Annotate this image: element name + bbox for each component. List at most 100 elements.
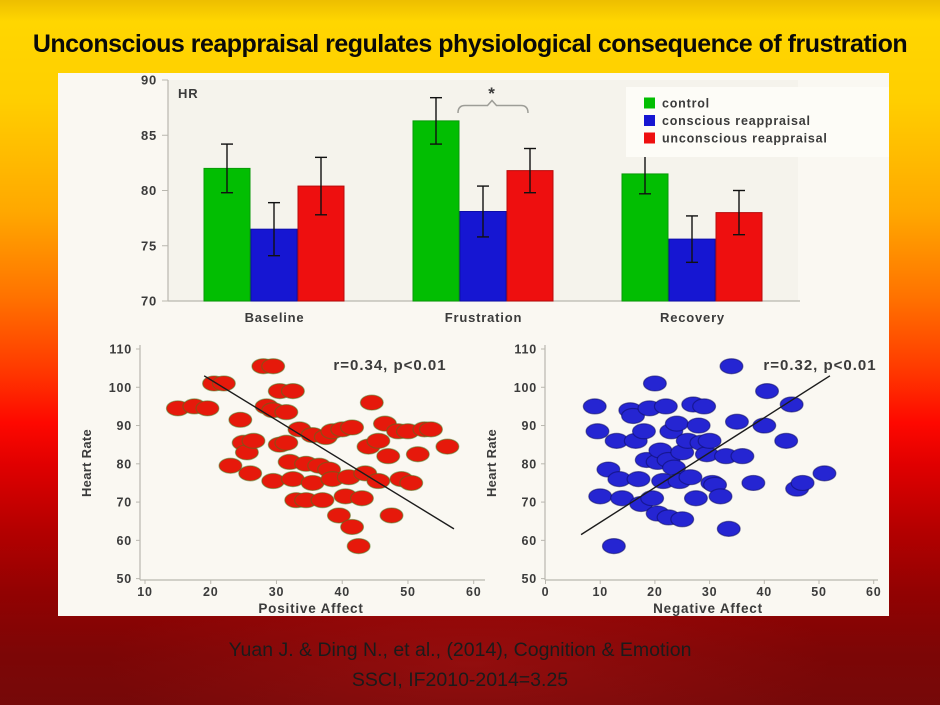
citation-line-2: SSCI, IF2010-2014=3.25 <box>351 669 569 691</box>
bar-control <box>412 120 460 302</box>
x-axis-title: Negative Affect <box>653 601 763 616</box>
scatter-point <box>340 518 365 536</box>
bar-chart: 90 85 80 75 70 HR * Baseline Frustration Recovery… <box>141 73 889 325</box>
scatter-point <box>340 419 365 436</box>
scatter-point <box>366 432 391 449</box>
scatter-point <box>310 492 335 509</box>
scatter-point <box>642 375 667 392</box>
category-label: Recovery <box>660 310 725 325</box>
x-tick-label: 40 <box>757 585 773 599</box>
scatter-point <box>405 446 430 463</box>
y-tick-label: 90 <box>141 73 157 88</box>
scatter-point <box>626 471 651 488</box>
scatter-point <box>218 457 243 474</box>
scatter-point <box>228 411 253 428</box>
scatter-point <box>588 488 613 505</box>
scatter-point <box>755 382 780 400</box>
x-tick-label: 20 <box>647 585 663 599</box>
legend-box <box>626 87 889 157</box>
scatter-point <box>752 417 777 434</box>
trend-line <box>203 375 455 530</box>
scatter-positive-affect: 50 60 70 80 90 100 110 10 20 30 40 50 60 Heart Rate Po… <box>79 343 485 616</box>
y-tick-label: 110 <box>109 343 132 357</box>
scatter-negative-affect: 50 60 70 80 90 100 110 0 10 20 30 40 50 60 Heart Rate N… <box>484 343 881 617</box>
category-label: Baseline <box>245 310 305 325</box>
scatter-point <box>683 490 708 507</box>
significance-bracket <box>457 99 529 114</box>
legend-swatch <box>644 115 655 126</box>
scatter-point <box>366 472 391 490</box>
legend-label: conscious reappraisal <box>662 114 811 128</box>
x-tick-label: 30 <box>702 585 718 599</box>
scatter-point <box>716 520 741 537</box>
x-tick-label: 10 <box>137 585 153 599</box>
correlation-annotation: r=0.32, p<0.01 <box>763 357 876 374</box>
y-tick-label: 85 <box>141 128 157 143</box>
scatter-point <box>399 474 424 492</box>
scatter-point <box>730 448 755 465</box>
scatter-point <box>280 382 305 400</box>
scatter-point <box>418 421 443 438</box>
x-tick-label: 60 <box>466 585 482 599</box>
y-tick-label: 100 <box>514 381 537 395</box>
scatter-point <box>621 407 646 425</box>
scatter-point <box>261 472 286 490</box>
citation-block: Yuan J. & Ding N., et al., (2014), Cogni… <box>0 639 930 699</box>
x-tick-label: 60 <box>866 585 882 599</box>
legend-swatch <box>644 97 655 109</box>
y-tick-label: 110 <box>514 343 537 357</box>
scatter-point <box>692 398 717 415</box>
scatter-point <box>435 438 460 455</box>
y-tick-label: 50 <box>521 572 537 586</box>
y-tick-label: 100 <box>109 381 132 395</box>
y-tick-label: 50 <box>116 572 132 586</box>
scatter-point <box>238 465 263 482</box>
hr-axis-title: HR <box>178 86 198 101</box>
scatter-point <box>359 394 384 411</box>
trend-line <box>580 375 831 536</box>
scatter-point <box>582 398 607 415</box>
scatter-point <box>376 448 401 465</box>
scatter-point <box>274 434 299 451</box>
scatter-point <box>708 488 733 505</box>
legend-swatch <box>644 132 655 144</box>
scatter-point <box>585 423 610 440</box>
scatter-point <box>678 469 703 486</box>
significance-star: * <box>488 84 495 103</box>
scatter-point <box>326 507 351 524</box>
legend-label: unconscious reappraisal <box>662 132 828 146</box>
y-tick-label: 70 <box>141 294 157 309</box>
scatter-point <box>697 432 722 449</box>
legend-label: control <box>662 97 710 111</box>
scatter-point <box>686 417 711 434</box>
x-tick-label: 50 <box>400 585 416 599</box>
scatter-point <box>631 423 656 440</box>
bar-conscious-reappraisal <box>250 228 298 302</box>
x-tick-label: 40 <box>334 585 350 599</box>
scatter-point <box>779 396 804 413</box>
x-tick-label: 10 <box>592 585 608 599</box>
scatter-point <box>640 490 665 507</box>
scatter-point <box>774 432 799 449</box>
y-tick-label: 80 <box>521 457 537 471</box>
y-axis-title: Heart Rate <box>484 429 499 497</box>
scatter-point <box>195 400 220 417</box>
x-tick-label: 30 <box>269 585 285 599</box>
citation-line-1: Yuan J. & Ding N., et al., (2014), Cogni… <box>228 639 692 661</box>
y-tick-label: 90 <box>521 419 537 433</box>
scatter-point <box>741 474 766 492</box>
scatter-point <box>664 415 689 432</box>
y-axis-title: Heart Rate <box>79 429 94 497</box>
x-tick-label: 0 <box>542 585 550 599</box>
scatter-point <box>211 375 236 392</box>
x-axis-title: Positive Affect <box>258 601 363 616</box>
scatter-point <box>670 511 695 528</box>
scatter-point <box>261 358 286 375</box>
x-tick-label: 50 <box>811 585 827 599</box>
slide-title: Unconscious reappraisal regulates physio… <box>32 30 908 58</box>
category-label: Frustration <box>445 310 522 325</box>
scatter-point <box>241 432 266 449</box>
charts-figure: 90 85 80 75 70 HR * Baseline Frustration Recovery… <box>79 73 889 617</box>
y-tick-label: 60 <box>521 534 537 548</box>
